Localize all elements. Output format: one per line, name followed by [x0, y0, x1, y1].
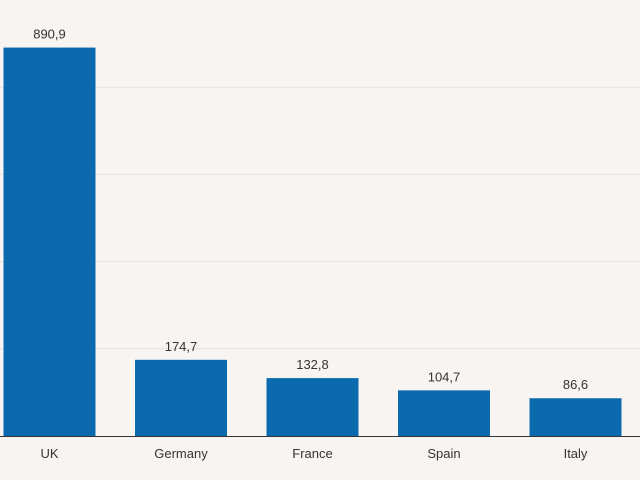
category-labels-group: UK Germany France Spain Italy: [40, 446, 587, 461]
category-label-uk: UK: [40, 446, 58, 461]
category-label-italy: Italy: [564, 446, 588, 461]
bars-group: [3, 47, 622, 437]
value-labels-group: 890,9 174,7 132,8 104,7 86,6: [33, 27, 588, 393]
category-label-france: France: [292, 446, 332, 461]
bar-italy: [529, 398, 622, 436]
bar-france: [266, 378, 359, 436]
value-label-italy: 86,6: [563, 377, 588, 392]
category-label-germany: Germany: [154, 446, 208, 461]
value-label-uk: 890,9: [33, 27, 66, 42]
bar-germany: [135, 359, 227, 436]
value-label-spain: 104,7: [428, 369, 461, 384]
bar-uk: [3, 47, 96, 437]
category-label-spain: Spain: [427, 446, 460, 461]
gridlines: [0, 86, 640, 350]
bar-spain: [398, 390, 490, 436]
value-label-france: 132,8: [296, 357, 329, 372]
value-label-germany: 174,7: [165, 339, 198, 354]
